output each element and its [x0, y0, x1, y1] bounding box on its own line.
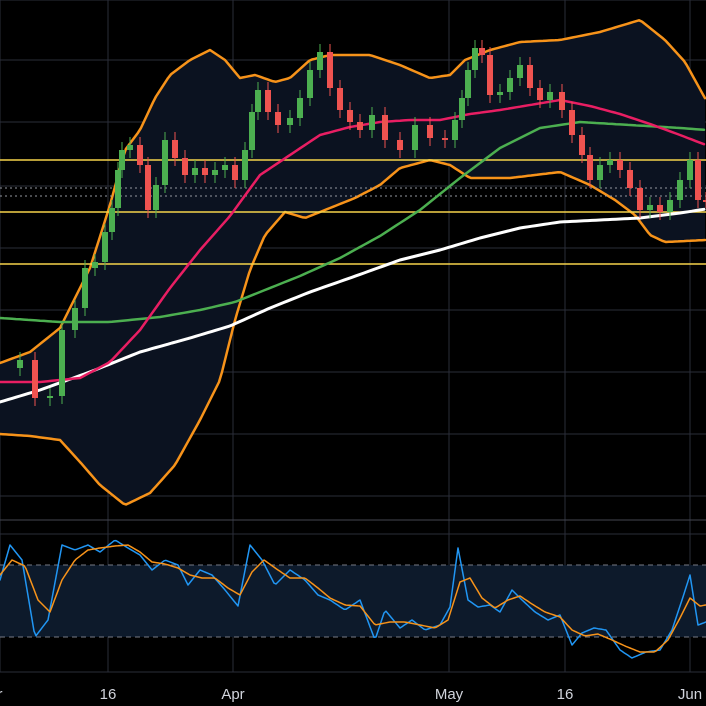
candle-body: [242, 150, 248, 180]
candle-body: [32, 360, 38, 398]
candle-body: [677, 180, 683, 200]
candle-body: [465, 70, 471, 98]
candle-body: [337, 88, 343, 110]
candle-body: [442, 138, 448, 140]
candle-body: [487, 55, 493, 95]
candle-body: [82, 268, 88, 308]
candle-body: [172, 140, 178, 158]
candle-body: [507, 78, 513, 92]
candle-body: [579, 135, 585, 155]
oscillator-panel: [0, 539, 706, 659]
candle-body: [459, 98, 465, 120]
candle-body: [607, 160, 613, 165]
candle-body: [382, 115, 388, 140]
candle-body: [617, 160, 623, 170]
x-tick-label: 16: [557, 686, 574, 703]
candle-body: [162, 140, 168, 185]
candle-body: [212, 170, 218, 175]
moving-average-green-line: [0, 120, 706, 324]
candle-body: [145, 165, 151, 210]
candle-body: [232, 165, 238, 180]
moving-average-white-line: [0, 207, 706, 404]
candle-body: [17, 360, 23, 368]
candle-body: [369, 115, 375, 130]
oscillator-band: [0, 565, 706, 637]
x-axis: r 16 Apr May 16 Jun: [0, 686, 702, 703]
candle-body: [119, 150, 125, 170]
candle-body: [127, 145, 133, 150]
bollinger-basis-line: [0, 98, 706, 384]
candle-body: [287, 118, 293, 125]
candle-body: [182, 158, 188, 175]
candle-body: [559, 92, 565, 110]
candle-body: [347, 110, 353, 122]
candle-body: [627, 170, 633, 188]
candle-body: [59, 330, 65, 396]
candle-body: [297, 98, 303, 118]
candle-body: [327, 52, 333, 88]
candle-body: [667, 200, 673, 212]
candle-body: [569, 110, 575, 135]
candle-body: [265, 90, 271, 112]
oscillator-d-line: [0, 544, 706, 653]
x-tick-label: 16: [100, 686, 117, 703]
candle-body: [597, 165, 603, 180]
candle-body: [307, 70, 313, 98]
candle-body: [317, 52, 323, 70]
candle-body: [547, 92, 553, 100]
candle-body: [479, 48, 485, 55]
oscillator-k-line: [0, 539, 706, 659]
candle-body: [527, 65, 533, 88]
candle-body: [255, 90, 261, 112]
candle-body: [497, 92, 503, 95]
candle-body: [427, 125, 433, 138]
x-tick-label: r: [0, 686, 3, 703]
candle-body: [102, 232, 108, 262]
candle-body: [472, 48, 478, 70]
candle-body: [249, 112, 255, 150]
candle-body: [192, 168, 198, 175]
price-panel: [0, 19, 706, 506]
candle-body: [357, 122, 363, 130]
candle-body: [222, 165, 228, 170]
candle-body: [47, 396, 53, 398]
candle-body: [452, 120, 458, 140]
x-tick-label: Apr: [221, 686, 244, 703]
x-tick-label: Jun: [678, 686, 702, 703]
candle-body: [637, 188, 643, 210]
candle-body: [92, 262, 98, 268]
candle-body: [72, 308, 78, 330]
candle-body: [587, 155, 593, 180]
candle-body: [202, 168, 208, 175]
candle-body: [275, 112, 281, 125]
candle-body: [657, 205, 663, 212]
candle-body: [109, 208, 115, 232]
candle-body: [703, 200, 706, 202]
candle-body: [687, 160, 693, 180]
candle-body: [153, 185, 159, 210]
candle-body: [695, 160, 701, 200]
candle-body: [647, 205, 653, 210]
candle-body: [397, 140, 403, 150]
candle-body: [412, 125, 418, 150]
candle-body: [115, 170, 121, 208]
x-tick-label: May: [435, 686, 464, 703]
candle-body: [537, 88, 543, 100]
candle-body: [137, 145, 143, 165]
candle-body: [517, 65, 523, 78]
bollinger-lower-line: [0, 159, 706, 506]
